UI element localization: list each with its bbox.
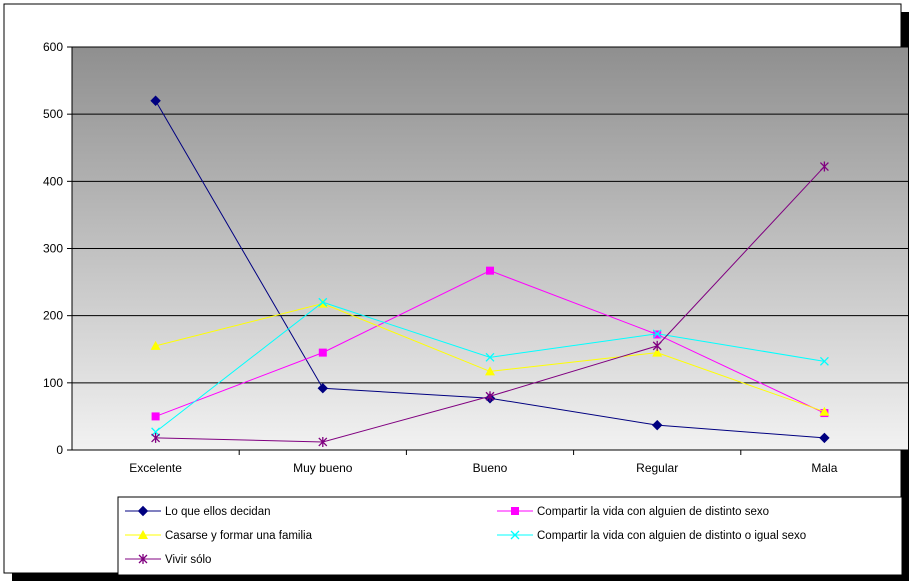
y-tick-label: 200 [43, 309, 63, 323]
legend-label: Compartir la vida con alguien de distint… [537, 530, 806, 542]
legend-label: Compartir la vida con alguien de distint… [537, 506, 769, 518]
legend-marker [511, 507, 519, 515]
legend-item: Casarse y formar una familia [125, 530, 313, 542]
data-point [151, 432, 161, 443]
data-point [318, 348, 327, 357]
y-tick-label: 100 [43, 376, 63, 390]
series-5 [151, 161, 829, 447]
data-point [652, 347, 663, 357]
series-4 [151, 297, 829, 437]
y-tick-labels: 0 100 200 300 400 500 600 [43, 40, 63, 457]
legend: Lo que ellos decidan Compartir la vida co… [125, 505, 806, 566]
legend-marker [138, 530, 148, 539]
x-tick-label: Excelente [129, 461, 182, 475]
x-tick-label: Muy bueno [293, 461, 353, 475]
y-tick-label: 600 [43, 40, 63, 54]
y-tick-label: 400 [43, 174, 63, 188]
y-tick-label: 500 [43, 107, 63, 121]
data-point [652, 340, 662, 351]
legend-box [117, 496, 903, 576]
legend-item: Lo que ellos decidan [125, 505, 271, 518]
data-point [485, 391, 495, 402]
data-point [819, 356, 829, 366]
series-group [150, 95, 830, 447]
gridlines [67, 46, 908, 451]
x-tick-labels: Excelente Muy bueno Bueno Regular Mala [129, 450, 838, 475]
data-point [651, 419, 663, 431]
x-tick-label: Bueno [473, 461, 508, 475]
legend-marker [137, 505, 149, 517]
legend-marker [138, 554, 148, 564]
y-tick-label: 0 [56, 443, 63, 457]
legend-item: Compartir la vida con alguien de distint… [497, 530, 806, 542]
legend-item: Vivir sólo [125, 554, 211, 566]
data-point [150, 340, 161, 350]
data-point [318, 436, 328, 447]
legend-marker [510, 530, 520, 540]
y-tick-label: 300 [43, 242, 63, 256]
x-tick-label: Mala [811, 461, 837, 475]
data-point [819, 432, 830, 444]
data-point [151, 412, 160, 421]
series-3 [150, 298, 830, 416]
data-point [485, 366, 495, 376]
data-point [318, 297, 328, 307]
legend-label: Lo que ellos decidan [165, 506, 271, 518]
data-point [317, 382, 329, 394]
data-point [819, 161, 829, 172]
data-point [150, 95, 161, 106]
data-point [652, 329, 662, 339]
legend-label: Vivir sólo [165, 554, 211, 566]
data-point [819, 406, 830, 416]
legend-label: Casarse y formar una familia [165, 530, 313, 542]
data-point [486, 266, 494, 275]
legend-item: Compartir la vida con alguien de distint… [497, 506, 769, 518]
data-point [485, 352, 495, 362]
x-tick-label: Regular [636, 461, 678, 475]
